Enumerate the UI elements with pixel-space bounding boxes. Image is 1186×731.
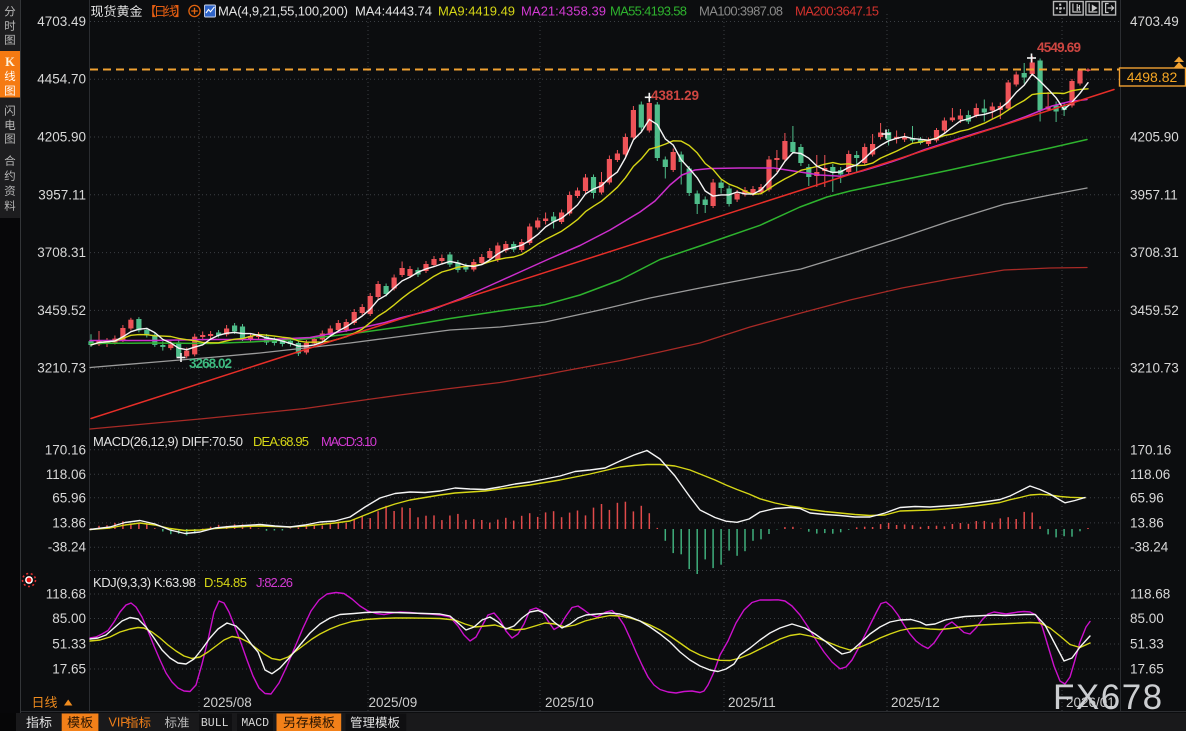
svg-text:4703.49: 4703.49: [37, 14, 86, 29]
svg-text:2025/09: 2025/09: [369, 695, 418, 710]
svg-text:4454.70: 4454.70: [37, 72, 86, 87]
svg-text:4703.49: 4703.49: [1130, 14, 1179, 29]
svg-text:MA21:4358.39: MA21:4358.39: [521, 4, 606, 19]
svg-text:118.68: 118.68: [1130, 587, 1170, 602]
svg-text:MA9:4419.49: MA9:4419.49: [438, 4, 515, 19]
svg-text:2025/12: 2025/12: [891, 695, 940, 710]
svg-text:2025/11: 2025/11: [728, 695, 776, 710]
svg-text:4498.82: 4498.82: [1127, 69, 1178, 85]
svg-text:MA(4,9,21,55,100,200): MA(4,9,21,55,100,200): [218, 4, 348, 19]
svg-text:DEA:68.95: DEA:68.95: [253, 434, 309, 449]
svg-text:VIP: VIP: [109, 716, 129, 730]
svg-text:4381.29: 4381.29: [651, 88, 699, 103]
svg-text:MA100:3987.08: MA100:3987.08: [699, 4, 783, 19]
svg-text:13.86: 13.86: [52, 515, 86, 530]
svg-text:MA55:4193.58: MA55:4193.58: [610, 4, 687, 19]
svg-text:2025/08: 2025/08: [203, 695, 252, 710]
svg-text:85.00: 85.00: [52, 611, 86, 626]
svg-text:170.16: 170.16: [1130, 442, 1171, 457]
svg-text:J:82.26: J:82.26: [256, 575, 293, 590]
svg-text:MACD: MACD: [241, 717, 269, 730]
svg-text:4205.90: 4205.90: [37, 130, 86, 145]
svg-text:3210.73: 3210.73: [1130, 361, 1179, 376]
svg-text:17.65: 17.65: [1130, 662, 1164, 677]
svg-text:2026/01: 2026/01: [1066, 695, 1115, 710]
svg-text:FX678: FX678: [1053, 678, 1164, 717]
svg-text:118.06: 118.06: [1130, 467, 1170, 482]
svg-text:2025/10: 2025/10: [545, 695, 594, 710]
svg-text:4549.69: 4549.69: [1037, 40, 1081, 55]
svg-text:3210.73: 3210.73: [37, 361, 86, 376]
svg-text:3459.52: 3459.52: [1130, 303, 1179, 318]
svg-text:K: K: [5, 55, 15, 69]
svg-text:3957.11: 3957.11: [1130, 187, 1178, 202]
svg-text:13.86: 13.86: [1130, 515, 1164, 530]
svg-text:4205.90: 4205.90: [1130, 130, 1179, 145]
svg-text:-38.24: -38.24: [48, 540, 87, 555]
svg-text:KDJ(9,3,3) K:63.98: KDJ(9,3,3) K:63.98: [93, 575, 196, 590]
svg-text:MA4:4443.74: MA4:4443.74: [355, 4, 432, 19]
svg-text:MA200:3647.15: MA200:3647.15: [795, 4, 879, 19]
svg-text:85.00: 85.00: [1130, 611, 1164, 626]
svg-text:3708.31: 3708.31: [1130, 245, 1179, 260]
svg-text:MACD(26,12,9) DIFF:70.50: MACD(26,12,9) DIFF:70.50: [93, 434, 243, 449]
svg-text:3708.31: 3708.31: [37, 245, 86, 260]
svg-text:3459.52: 3459.52: [37, 303, 86, 318]
svg-text:170.16: 170.16: [45, 442, 86, 457]
svg-text:3957.11: 3957.11: [38, 187, 86, 202]
svg-text:3268.02: 3268.02: [189, 356, 232, 371]
svg-text:65.96: 65.96: [1130, 490, 1164, 505]
svg-text:51.33: 51.33: [52, 637, 86, 652]
svg-text:118.06: 118.06: [46, 467, 86, 482]
svg-text:118.68: 118.68: [46, 587, 86, 602]
svg-text:D:54.85: D:54.85: [204, 575, 247, 590]
svg-text:65.96: 65.96: [52, 490, 86, 505]
svg-text:17.65: 17.65: [52, 662, 86, 677]
svg-text:MACD:3.10: MACD:3.10: [321, 434, 377, 449]
svg-text:BULL: BULL: [201, 717, 229, 730]
svg-text:51.33: 51.33: [1130, 637, 1164, 652]
svg-text:-38.24: -38.24: [1130, 540, 1169, 555]
